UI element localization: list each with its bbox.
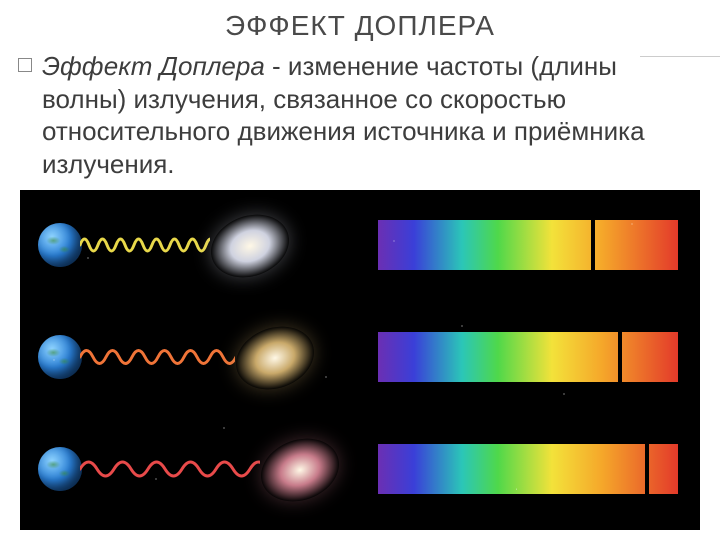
spectrum-bar — [378, 220, 678, 270]
wave-icon — [80, 452, 260, 486]
diagram-row — [20, 302, 700, 412]
galaxy-icon — [227, 316, 323, 400]
definition-paragraph: Эффект Доплера - изменение частоты (длин… — [0, 50, 720, 180]
galaxy-icon — [202, 204, 298, 288]
wave-icon — [80, 341, 235, 373]
bullet-icon — [18, 58, 32, 72]
galaxy-icon — [252, 428, 348, 512]
absorption-line — [645, 444, 649, 494]
diagram-row — [20, 190, 700, 300]
wave-icon — [80, 230, 210, 260]
earth-icon — [38, 447, 82, 491]
absorption-line — [591, 220, 595, 270]
absorption-line — [618, 332, 622, 382]
earth-icon — [38, 223, 82, 267]
diagram-row — [20, 414, 700, 524]
doppler-diagram — [20, 190, 700, 530]
earth-icon — [38, 335, 82, 379]
slide: ЭФФЕКТ ДОПЛЕРА Эффект Доплера - изменени… — [0, 0, 720, 540]
spectrum-bar — [378, 444, 678, 494]
definition-term: Эффект Доплера — [42, 51, 265, 81]
spectrum-bar — [378, 332, 678, 382]
page-title: ЭФФЕКТ ДОПЛЕРА — [0, 10, 720, 42]
